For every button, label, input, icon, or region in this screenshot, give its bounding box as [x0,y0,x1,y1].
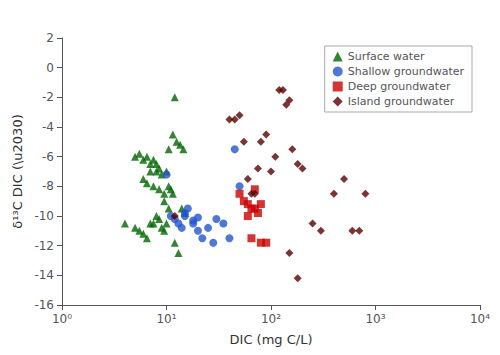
svg-text:-4: -4 [42,120,54,134]
svg-text:-12: -12 [34,239,54,253]
svg-text:-8: -8 [42,179,54,193]
svg-text:-14: -14 [34,268,54,282]
svg-text:2: 2 [46,31,54,45]
svg-text:10³: 10³ [365,312,385,326]
svg-text:Deep groundwater: Deep groundwater [348,80,451,93]
svg-text:δ¹³C DIC (\u2030): δ¹³C DIC (\u2030) [10,114,25,229]
svg-text:Shallow groundwater: Shallow groundwater [348,65,465,78]
svg-text:-2: -2 [42,90,54,104]
svg-text:10²: 10² [261,312,281,326]
svg-text:10⁴: 10⁴ [470,312,490,326]
svg-text:10⁰: 10⁰ [52,312,72,326]
svg-text:Island groundwater: Island groundwater [348,95,455,108]
svg-text:-10: -10 [34,209,54,223]
svg-text:-6: -6 [42,150,54,164]
svg-text:10¹: 10¹ [156,312,176,326]
svg-text:Surface water: Surface water [348,50,425,63]
svg-text:0: 0 [46,61,54,75]
svg-text:DIC (mg C/L): DIC (mg C/L) [230,332,313,347]
svg-text:-16: -16 [34,298,54,312]
